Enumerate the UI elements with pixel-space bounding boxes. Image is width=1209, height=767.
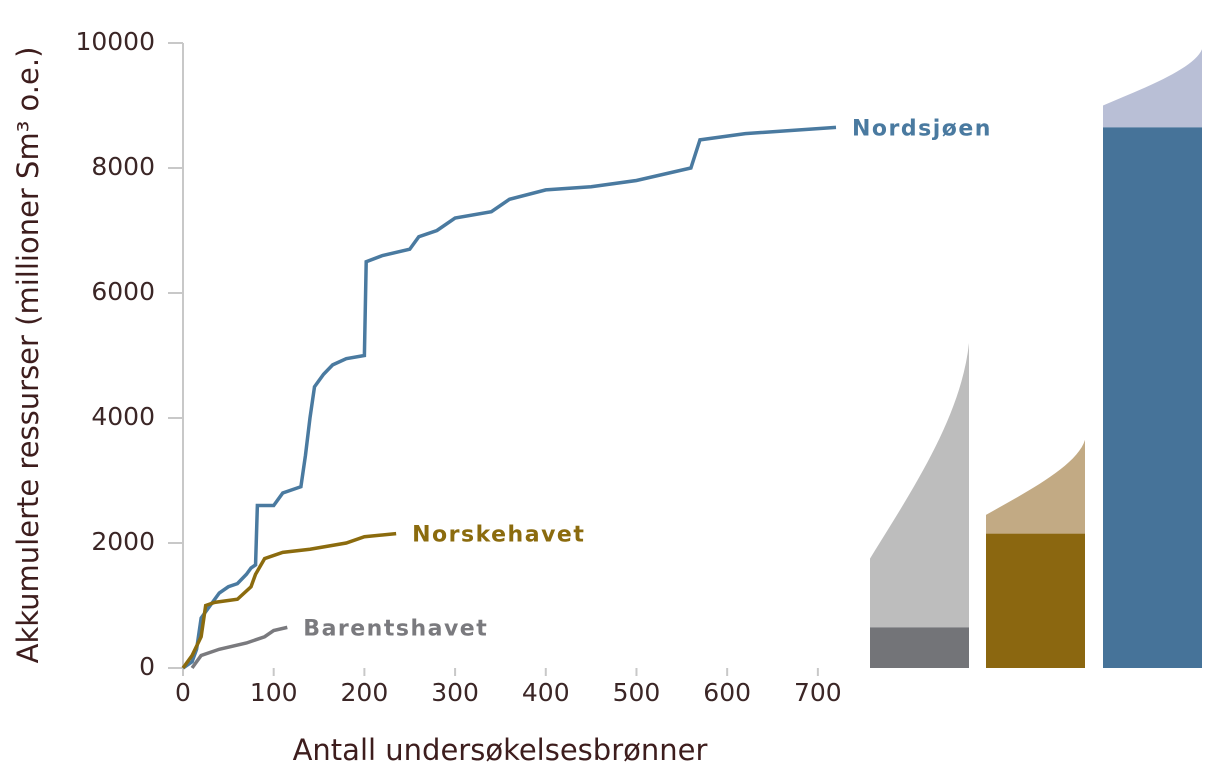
y-tick-label: 8000 (91, 152, 155, 181)
series-label: Norskehavet (412, 523, 585, 548)
x-tick-label: 700 (794, 678, 842, 707)
y-tick-label: 4000 (91, 402, 155, 431)
resource-range (986, 439, 1085, 534)
resource-bar (1103, 127, 1202, 668)
series-label: Barentshavet (303, 616, 488, 641)
resource-range (1103, 49, 1202, 128)
x-tick-label: 400 (522, 678, 570, 707)
resource-range (870, 343, 969, 628)
x-tick-label: 500 (613, 678, 661, 707)
x-axis-label: Antall undersøkelsesbrønner (293, 733, 708, 767)
series-label: Nordsjøen (852, 116, 992, 141)
x-tick-label: 300 (431, 678, 479, 707)
resource-bar (870, 627, 969, 668)
series-line (181, 531, 397, 670)
x-tick-label: 0 (175, 678, 191, 707)
y-tick-label: 10000 (75, 27, 155, 56)
x-tick-label: 600 (703, 678, 751, 707)
y-axis-label: Akkumulerte ressurser (millioner Sm³ o.e… (11, 47, 45, 664)
y-tick-label: 0 (139, 652, 155, 681)
x-tick-label: 100 (250, 678, 298, 707)
series-line (182, 125, 837, 670)
y-tick-label: 2000 (91, 527, 155, 556)
y-tick-label: 6000 (91, 277, 155, 306)
series-line (190, 625, 288, 670)
x-tick-label: 200 (341, 678, 389, 707)
resource-bar (986, 533, 1085, 668)
